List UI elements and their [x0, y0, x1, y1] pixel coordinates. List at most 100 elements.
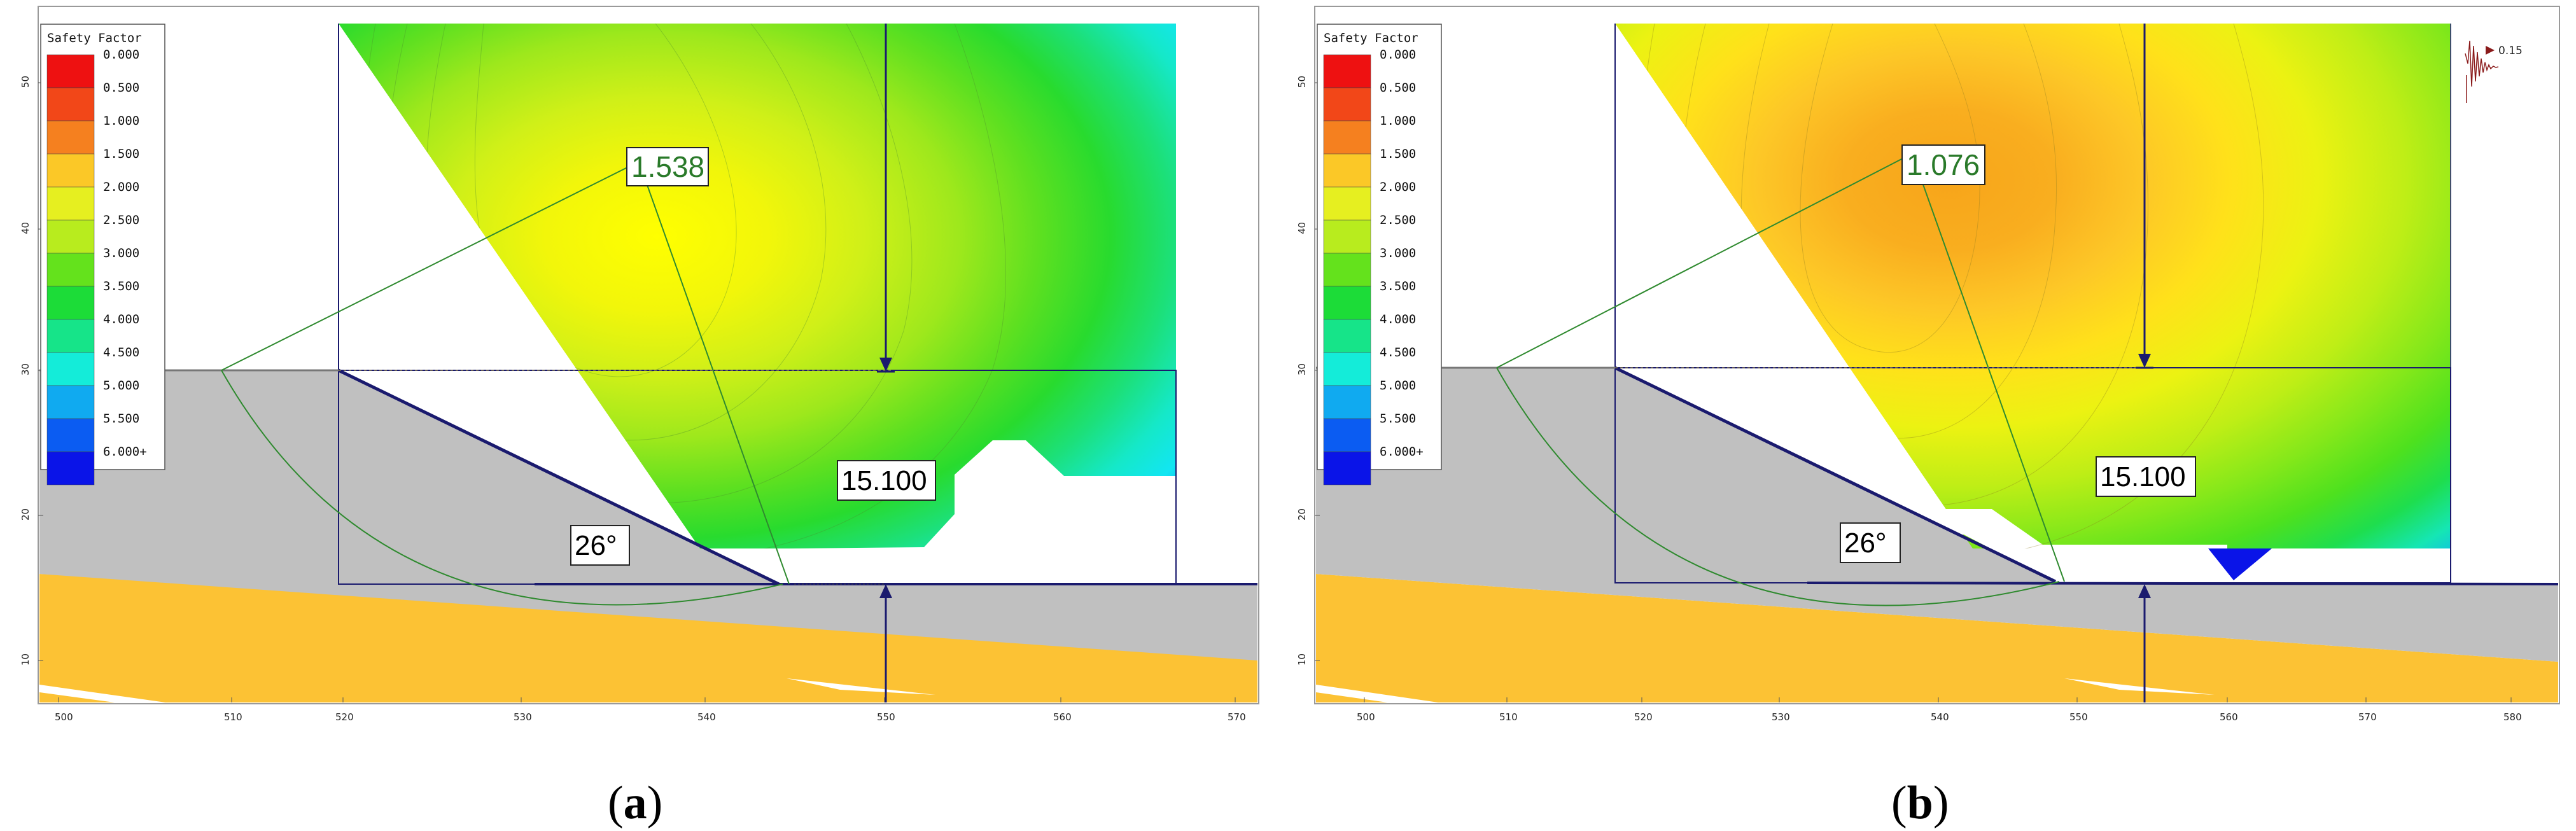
slope-angle-value: 26°: [575, 530, 617, 561]
height-value: 15.100: [2100, 461, 2186, 492]
height-arrowhead-up-b: [2138, 584, 2151, 598]
legend-label: 5.000: [103, 379, 139, 393]
slip-radius-left-a: [221, 166, 629, 371]
slip-radius-right-a: [646, 183, 790, 585]
legend-label: 5.500: [103, 412, 139, 426]
legend-label: 5.000: [1380, 379, 1416, 393]
excavation-notch-a: [787, 440, 1176, 583]
legend-swatch: [1323, 120, 1371, 155]
legend-swatch: [46, 186, 95, 221]
legend-label: 6.000+: [1380, 445, 1424, 459]
x-tick-label: 510: [1499, 711, 1518, 723]
y-tick-label: 40: [20, 222, 31, 234]
y-tick-label: 40: [1296, 222, 1308, 234]
legend-swatch: [46, 253, 95, 287]
legend-swatch: [46, 286, 95, 320]
y-tick-label: 50: [20, 76, 31, 88]
white-streak-b1: [1316, 685, 1438, 702]
legend-label: 1.500: [1380, 147, 1416, 161]
legend-swatch: [46, 451, 95, 485]
legend-swatch: [1323, 220, 1371, 254]
angle-label-a: 26°: [570, 525, 630, 566]
x-axis-b: [1364, 697, 2512, 702]
slope-toe-line-b: [1807, 582, 2559, 585]
seismic-arrow-icon: [2486, 46, 2495, 55]
legend-label: 1.500: [103, 147, 139, 161]
legend-swatch: [1323, 87, 1371, 122]
legend-swatch: [1323, 153, 1371, 188]
legend-b: Safety Factor 0.000 0.500 1.000 1.500 2.000 2…: [1317, 24, 1442, 485]
panel-b: 500 510 520 530 540 550 560 570 580 10 2…: [1296, 6, 2560, 829]
y-tick-label: 30: [20, 363, 31, 375]
bedrock-layer-a: [39, 574, 1257, 702]
x-tick-label: 550: [877, 711, 895, 723]
legend-swatch: [1323, 352, 1371, 386]
x-tick-label: 570: [2358, 711, 2377, 723]
slip-radius-right-b: [1922, 184, 2065, 582]
legend-label: 0.500: [103, 81, 139, 95]
height-label-b: 15.100: [2096, 456, 2196, 497]
legend-label: 6.000+: [103, 445, 147, 459]
legend-title: Safety Factor: [1324, 31, 1418, 45]
legend-title: Safety Factor: [47, 31, 142, 45]
bedrock-layer-b: [1316, 574, 2558, 702]
legend-label: 4.000: [1380, 312, 1416, 326]
panel-a: 500 510 520 530 540 550 560 570 10 20 30…: [20, 6, 1259, 829]
x-tick-label: 570: [1228, 711, 1246, 723]
legend-label: 3.000: [103, 246, 139, 260]
x-tick-label: 560: [1053, 711, 1072, 723]
legend-label: 3.500: [103, 279, 139, 293]
y-tick-label: 10: [20, 653, 31, 666]
slope-angle-value: 26°: [1844, 527, 1887, 559]
legend-label: 2.500: [1380, 213, 1416, 227]
safety-factor-value: 1.538: [631, 150, 704, 183]
legend-swatch: [1323, 54, 1371, 88]
slope-face-a: [337, 368, 780, 586]
legend-swatch: [1323, 253, 1371, 287]
x-axis-a: [58, 697, 1236, 702]
legend-label: 2.000: [103, 180, 139, 194]
slope-material-b: [1316, 368, 2558, 662]
x-tick-label: 520: [1634, 711, 1653, 723]
legend-swatch: [1323, 451, 1371, 485]
legend-label: 1.000: [1380, 114, 1416, 128]
slip-circle-b: [1496, 367, 2060, 606]
x-tick-label: 530: [514, 711, 532, 723]
legend-label: 4.500: [1380, 346, 1416, 360]
x-tick-label: 510: [224, 711, 242, 723]
legend-swatch: [46, 153, 95, 188]
fs-label-a: 1.538: [626, 147, 709, 186]
legend-swatch: [46, 54, 95, 88]
legend-a: Safety Factor 0.000 0.500 1.000 1.500 2.000 2…: [40, 24, 165, 485]
white-streak-a2: [787, 678, 935, 695]
legend-label: 5.500: [1380, 412, 1416, 426]
slip-radius-left-b: [1496, 157, 1905, 368]
toe-blue-dip-b: [2208, 548, 2272, 580]
legend-swatch: [46, 87, 95, 122]
legend-swatch: [1323, 319, 1371, 353]
legend-swatch: [46, 385, 95, 419]
legend-label: 2.000: [1380, 180, 1416, 194]
fs-label-b: 1.076: [1901, 144, 1985, 185]
y-tick-label: 20: [1296, 508, 1308, 520]
toe-white-b: [2055, 548, 2451, 583]
legend-label: 3.000: [1380, 246, 1416, 260]
x-tick-label: 580: [2503, 711, 2522, 723]
y-tick-label: 50: [1296, 76, 1308, 88]
height-value: 15.100: [841, 465, 927, 496]
slope-material-a: [39, 370, 1257, 660]
legend-label: 3.500: [1380, 279, 1416, 293]
legend-swatch: [46, 120, 95, 155]
seismic-wave: [2465, 40, 2499, 87]
height-label-a: 15.100: [837, 460, 936, 501]
panel-caption-b: (b): [1891, 777, 1949, 829]
legend-label: 4.000: [103, 312, 139, 326]
panel-caption-a: (a): [608, 777, 662, 829]
height-arrowhead-down-b: [2138, 354, 2151, 368]
legend-swatch: [46, 319, 95, 353]
slope-face-b: [1614, 366, 2057, 583]
legend-swatch: [1323, 186, 1371, 221]
white-streak-b2: [2064, 678, 2215, 695]
legend-swatch: [46, 220, 95, 254]
